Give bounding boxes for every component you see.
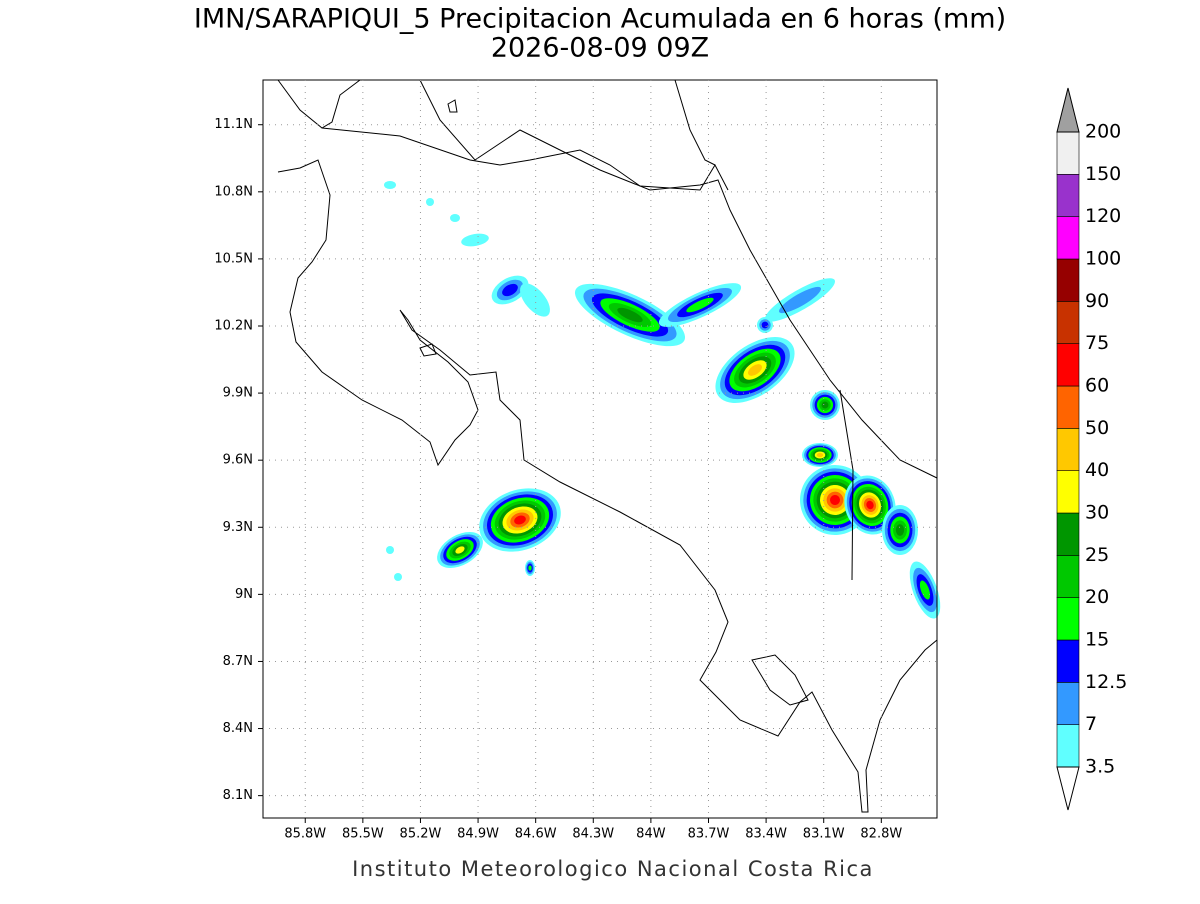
coastlines [277,79,938,813]
precip-contour [426,198,434,206]
colorbar-label: 12.5 [1085,671,1127,693]
x-tick-label: 85.2W [400,827,442,842]
colorbar-box [1056,301,1080,344]
colorbar-label: 7 [1085,713,1097,735]
precip-contour [686,297,714,313]
colorbar-box [1056,639,1080,683]
precip-contour [617,307,643,323]
lake [447,99,458,113]
colorbar-box [1056,428,1080,471]
colorbar-label: 150 [1085,163,1121,185]
coastline [277,159,938,813]
title: IMN/SARAPIQUI_5 Precipitacion Acumulada … [194,4,1006,35]
colorbar-label: 90 [1085,290,1109,312]
colorbar-box [1056,512,1080,556]
border [674,79,716,166]
precip-contour [461,233,489,247]
y-tick-label: 8.7N [223,654,253,669]
precip-contour [895,524,905,536]
x-tick-label: 83.4W [745,827,787,842]
x-tick-label: 83.1W [803,827,845,842]
colorbar-label: 25 [1085,544,1109,566]
colorbar-box [1056,682,1080,725]
colorbar-label: 60 [1085,375,1109,397]
coastline [277,79,361,129]
colorbar-label: 15 [1085,629,1109,651]
colorbar-label: 75 [1085,332,1109,354]
x-tick-label: 84.6W [515,827,557,842]
y-tick-label: 9N [235,587,253,602]
precip-contour [761,321,769,329]
precip-contour [455,546,465,554]
precip-contour [450,214,460,222]
x-tick-label: 85.8W [284,827,326,842]
x-tick-label: 82.8W [860,827,902,842]
colorbar-box [1056,597,1080,641]
precip-contour [821,401,829,409]
precip-contour [394,573,402,581]
precip-contour [384,181,396,189]
colorbar-label: 30 [1085,502,1109,524]
bay [751,654,809,706]
precip-contour [830,494,840,505]
y-tick-label: 10.2N [214,319,253,334]
subtitle: 2026-08-09 09Z [491,33,709,64]
coastline [419,79,938,479]
y-tick-label: 8.1N [223,788,253,803]
x-tick-label: 84W [636,827,666,842]
colorbar-label: 3.5 [1085,756,1115,778]
x-tick-label: 85.5W [342,827,384,842]
y-tick-label: 11.1N [214,117,253,132]
colorbar-box [1056,131,1080,175]
colorbar-over [1056,87,1080,133]
colorbar-box [1056,470,1080,514]
precip-contour [748,364,762,376]
precip-contour [386,546,394,554]
precip-contour [919,580,931,600]
colorbar-label: 100 [1085,248,1121,270]
x-tick-label: 84.3W [572,827,614,842]
colorbar-label: 40 [1085,459,1109,481]
y-tick-label: 9.9N [223,386,253,401]
colorbar-box [1056,724,1080,768]
colorbar-under [1056,766,1080,811]
colorbar-box [1056,555,1080,598]
border [839,389,854,581]
precip-contour [520,283,550,317]
y-tick-label: 9.6N [223,453,253,468]
precip-contour [502,283,518,297]
colorbar-label: 120 [1085,205,1121,227]
y-tick-label: 9.3N [223,520,253,535]
precipitation-field [384,181,941,619]
y-tick-label: 8.4N [223,721,253,736]
colorbar-box [1056,216,1080,260]
island [419,343,437,357]
border [321,127,729,191]
footer: Instituto Meteorologico Nacional Costa R… [352,857,874,881]
colorbar-box [1056,174,1080,217]
colorbar-label: 200 [1085,121,1121,143]
precip-contour [528,565,532,571]
colorbar-box [1056,385,1080,429]
precip-contour [866,500,874,510]
precip-contour [816,452,824,458]
precip-contour [779,286,821,314]
colorbar-box [1056,258,1080,302]
colorbar-label: 50 [1085,417,1109,439]
map-frame [262,79,938,819]
x-tick-label: 84.9W [457,827,499,842]
colorbar-box [1056,343,1080,387]
y-tick-label: 10.5N [214,251,253,266]
colorbar-label: 20 [1085,586,1109,608]
precip-contour [514,515,526,525]
x-tick-label: 83.7W [688,827,730,842]
y-tick-label: 10.8N [214,184,253,199]
